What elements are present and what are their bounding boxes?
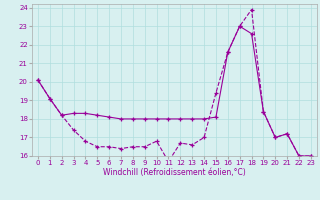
X-axis label: Windchill (Refroidissement éolien,°C): Windchill (Refroidissement éolien,°C)	[103, 168, 246, 177]
